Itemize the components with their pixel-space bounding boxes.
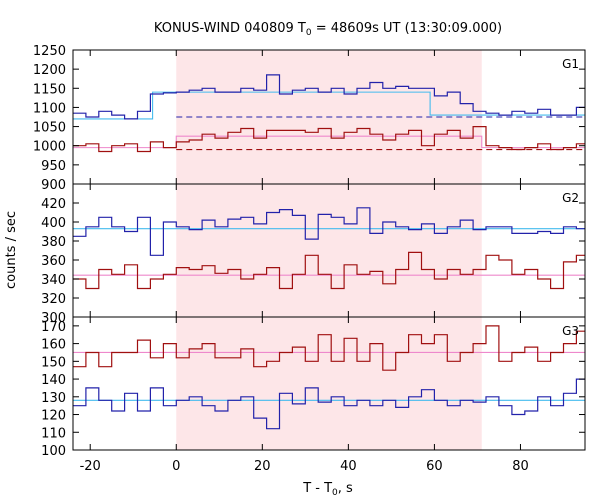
- panel-g2: [73, 207, 585, 290]
- y-tick-label: 360: [41, 254, 66, 269]
- y-tick-label: 1150: [33, 82, 66, 97]
- y-tick-label: 170: [41, 320, 66, 335]
- series-g3-blue: [73, 378, 585, 430]
- x-tick-label: 60: [426, 459, 443, 474]
- series-g1-red: [73, 126, 585, 153]
- highlight-region: [176, 50, 482, 450]
- y-tick-label: 160: [41, 338, 66, 353]
- x-tick-label: 20: [254, 459, 271, 474]
- y-tick-label: 1100: [33, 101, 66, 116]
- series-g2-red: [73, 251, 585, 290]
- y-tick-label: 420: [41, 197, 66, 212]
- y-tick-label: 900: [41, 178, 66, 193]
- y-tick-label: 400: [41, 216, 66, 231]
- x-tick-label: 0: [172, 459, 180, 474]
- x-tick-label: 40: [340, 459, 357, 474]
- y-tick-label: 380: [41, 235, 66, 250]
- fit-line-g1-1: [73, 91, 585, 120]
- highlight-layer: [176, 50, 482, 450]
- series-g2-blue: [73, 207, 585, 256]
- y-tick-label: 300: [41, 311, 66, 326]
- y-tick-label: 320: [41, 292, 66, 307]
- y-tick-label: 150: [41, 355, 66, 370]
- axes-layer: 900950100010501100115012001250G130032034…: [33, 44, 586, 474]
- y-tick-label: 120: [41, 409, 66, 424]
- series-g1-blue: [73, 74, 585, 120]
- x-axis-label: T - T0, s: [302, 481, 353, 498]
- y-tick-label: 1050: [33, 121, 66, 136]
- y-tick-label: 1000: [33, 140, 66, 155]
- panel-label: G1: [562, 57, 579, 71]
- series-g3-red: [73, 325, 585, 371]
- y-tick-label: 130: [41, 391, 66, 406]
- panel-g3: [73, 325, 585, 430]
- y-tick-label: 100: [41, 444, 66, 459]
- y-tick-label: 110: [41, 426, 66, 441]
- panel-label: G2: [562, 191, 579, 205]
- panels-layer: [73, 74, 585, 430]
- panel-frame-g3: [72, 316, 586, 451]
- y-tick-label: 1200: [33, 63, 66, 78]
- chart-title: KONUS-WIND 040809 T0 = 48609s UT (13:30:…: [154, 21, 502, 38]
- y-tick-label: 950: [41, 159, 66, 174]
- y-tick-label: 140: [41, 373, 66, 388]
- y-tick-label: 340: [41, 273, 66, 288]
- y-axis-label: counts / sec: [4, 211, 19, 289]
- y-tick-label: 1250: [33, 44, 66, 59]
- panel-g1: [73, 74, 585, 153]
- x-tick-label: -20: [80, 459, 101, 474]
- panel-label: G3: [562, 324, 579, 338]
- x-tick-label: 80: [512, 459, 529, 474]
